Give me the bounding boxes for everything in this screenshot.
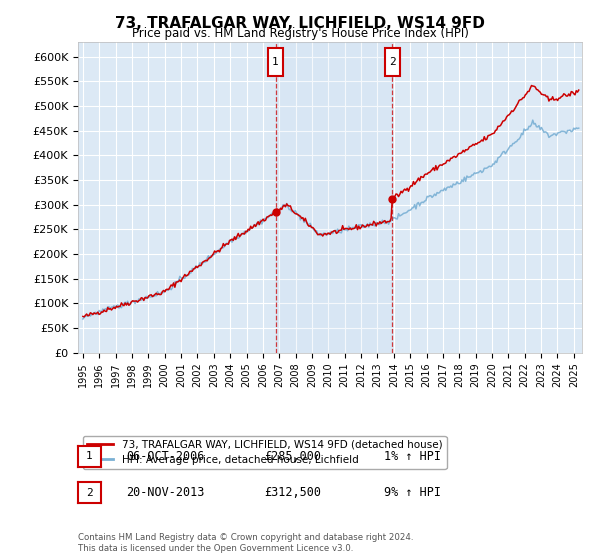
Text: £312,500: £312,500 — [264, 486, 321, 500]
Text: 1% ↑ HPI: 1% ↑ HPI — [384, 450, 441, 463]
Bar — [275, 42, 392, 353]
FancyBboxPatch shape — [385, 48, 400, 76]
Text: 2: 2 — [86, 488, 93, 498]
Text: 2: 2 — [389, 57, 395, 67]
Legend: 73, TRAFALGAR WAY, LICHFIELD, WS14 9FD (detached house), HPI: Average price, det: 73, TRAFALGAR WAY, LICHFIELD, WS14 9FD (… — [83, 436, 446, 469]
Text: Contains HM Land Registry data © Crown copyright and database right 2024.
This d: Contains HM Land Registry data © Crown c… — [78, 533, 413, 553]
Text: 1: 1 — [86, 451, 93, 461]
Text: 20-NOV-2013: 20-NOV-2013 — [126, 486, 205, 500]
Text: 9% ↑ HPI: 9% ↑ HPI — [384, 486, 441, 500]
FancyBboxPatch shape — [268, 48, 283, 76]
Text: 1: 1 — [272, 57, 279, 67]
Text: 73, TRAFALGAR WAY, LICHFIELD, WS14 9FD: 73, TRAFALGAR WAY, LICHFIELD, WS14 9FD — [115, 16, 485, 31]
Text: 06-OCT-2006: 06-OCT-2006 — [126, 450, 205, 463]
Text: £285,000: £285,000 — [264, 450, 321, 463]
Text: Price paid vs. HM Land Registry's House Price Index (HPI): Price paid vs. HM Land Registry's House … — [131, 27, 469, 40]
